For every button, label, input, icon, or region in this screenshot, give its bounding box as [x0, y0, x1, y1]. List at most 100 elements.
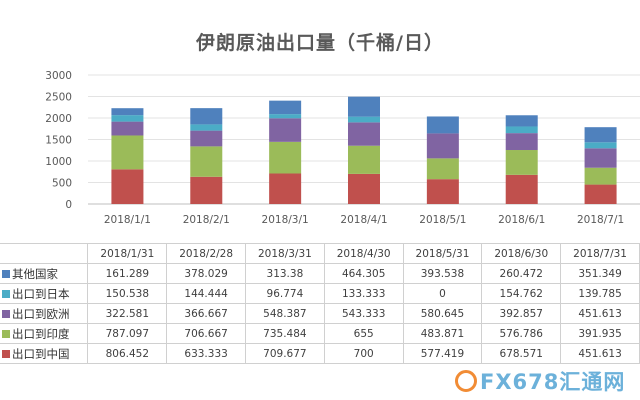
bar-segment: [111, 135, 144, 170]
bar-segment: [348, 145, 380, 174]
bar-segment: [190, 130, 223, 147]
series-name: 出口到日本: [12, 286, 70, 301]
table-cell: 806.452: [87, 343, 168, 364]
table-row: 其他国家 161.289 378.029 313.38 464.305 393.538 26…: [0, 263, 640, 284]
table-cell: 313.38: [245, 263, 325, 284]
legend-swatch: [2, 289, 10, 298]
legend-swatch: [2, 349, 10, 358]
y-tick-label: 3000: [45, 70, 72, 82]
y-tick-label: 2000: [45, 113, 72, 125]
table-row-header: 出口到中国: [0, 343, 89, 364]
table-cell: 483.871: [403, 323, 483, 344]
bar-segment: [505, 133, 538, 151]
table-cell: 139.785: [560, 283, 640, 304]
x-tick-label: 2018/5/1: [419, 214, 466, 226]
table-cell: 154.762: [481, 283, 562, 304]
table-corner-cell: [0, 243, 89, 264]
y-tick-label: 2500: [45, 92, 72, 104]
table-cell: 633.333: [166, 343, 246, 364]
table-cell: 543.333: [324, 303, 404, 324]
data-table: 2018/1/31 2018/2/28 2018/3/31 2018/4/30 2018…: [0, 243, 640, 364]
bar-segment: [505, 174, 538, 204]
table-column-header: 2018/3/31: [245, 243, 325, 264]
table-cell: 366.667: [166, 303, 246, 324]
bar-segment: [190, 124, 223, 131]
bar-segment: [269, 100, 302, 115]
bar-segment: [584, 142, 617, 149]
table-cell: 577.419: [403, 343, 483, 364]
bar-segment: [269, 114, 302, 119]
table-header-row: 2018/1/31 2018/2/28 2018/3/31 2018/4/30 2018…: [0, 243, 640, 264]
bar-segment: [505, 115, 538, 127]
table-cell: 655: [324, 323, 404, 344]
table-cell: 96.774: [245, 283, 325, 304]
table-cell: 378.029: [166, 263, 246, 284]
table-cell: 133.333: [324, 283, 404, 304]
table-cell: 322.581: [87, 303, 168, 324]
table-cell: 393.538: [403, 263, 483, 284]
bar-segment: [190, 146, 223, 177]
y-tick-label: 1000: [45, 156, 72, 168]
bar-segment: [111, 169, 144, 204]
x-tick-label: 2018/1/1: [104, 214, 151, 226]
table-row-header: 出口到日本: [0, 283, 89, 304]
legend-swatch: [2, 329, 10, 338]
table-cell: 678.571: [481, 343, 562, 364]
x-tick-label: 2018/2/1: [183, 214, 230, 226]
table-row-header: 出口到欧洲: [0, 303, 89, 324]
series-name: 其他国家: [12, 266, 58, 281]
x-tick-label: 2018/3/1: [262, 214, 309, 226]
table-row-header: 其他国家: [0, 263, 89, 284]
bar-segment: [269, 141, 302, 174]
table-row: 出口到中国 806.452 633.333 709.677 700 577.419 678.…: [0, 343, 640, 364]
bar-segment: [426, 116, 459, 134]
table-column-header: 2018/6/30: [481, 243, 562, 264]
table-cell: 706.667: [166, 323, 246, 344]
table-row: 出口到欧洲 322.581 366.667 548.387 543.333 580.645…: [0, 303, 640, 324]
table-cell: 161.289: [87, 263, 168, 284]
chart-title: 伊朗原油出口量（千桶/日）: [196, 32, 444, 54]
table-cell: 464.305: [324, 263, 404, 284]
bar-segment: [505, 150, 538, 175]
bar-segment: [111, 121, 144, 136]
table-row: 出口到日本 150.538 144.444 96.774 133.333 0 154.762…: [0, 283, 640, 304]
table-cell: 351.349: [560, 263, 640, 284]
table-cell: 391.935: [560, 323, 640, 344]
bar-segment: [348, 122, 380, 146]
table-cell: 787.097: [87, 323, 168, 344]
table-cell: 700: [324, 343, 404, 364]
table-row: 出口到印度 787.097 706.667 735.484 655 483.871 576.…: [0, 323, 640, 344]
table-column-header: 2018/7/31: [560, 243, 640, 264]
legend-swatch: [2, 309, 10, 318]
stacked-bar-chart: 0 500 1000 1500 2000 2500 3000 2018/1/1 2018/2/1…: [45, 70, 640, 226]
x-tick-label: 2018/7/1: [577, 214, 624, 226]
bar-segment: [111, 108, 144, 116]
bar-segment: [584, 127, 617, 143]
table-column-header: 2018/5/31: [403, 243, 483, 264]
bar-segment: [348, 116, 380, 123]
table-cell: 451.613: [560, 343, 640, 364]
table-cell: 0: [403, 283, 483, 304]
watermark: FX678汇通网: [455, 366, 625, 396]
table-column-header: 2018/1/31: [87, 243, 168, 264]
bar-segment: [348, 173, 380, 204]
table-cell: 260.472: [481, 263, 562, 284]
series-name: 出口到中国: [12, 346, 70, 361]
bar-segment: [269, 118, 302, 142]
bar-segment: [505, 126, 538, 134]
bar-segment: [584, 184, 617, 204]
bar-segment: [426, 158, 459, 180]
bar-segment: [190, 176, 223, 204]
x-tick-label: 2018/4/1: [340, 214, 387, 226]
bar-segment: [111, 115, 144, 122]
table-cell: 392.857: [481, 303, 562, 324]
table-column-header: 2018/2/28: [166, 243, 246, 264]
bar-segment: [348, 96, 380, 117]
table-row-header: 出口到印度: [0, 323, 89, 344]
series-name: 出口到欧洲: [12, 306, 70, 321]
table-cell: 451.613: [560, 303, 640, 324]
x-tick-label: 2018/6/1: [498, 214, 545, 226]
table-cell: 735.484: [245, 323, 325, 344]
table-cell: 576.786: [481, 323, 562, 344]
table-cell: 150.538: [87, 283, 168, 304]
